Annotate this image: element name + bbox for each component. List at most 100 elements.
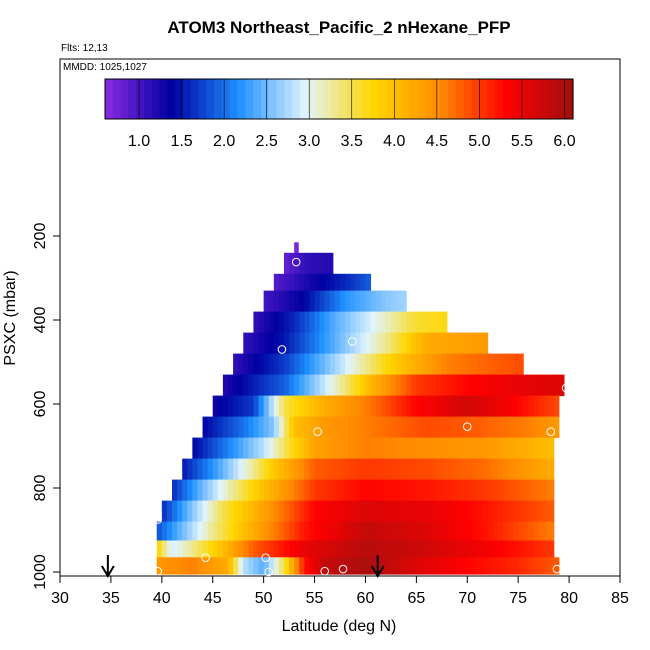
heatmap-cell [441, 311, 448, 334]
heatmap-cell [238, 395, 244, 418]
heatmap-cell [462, 416, 468, 439]
heatmap-cell [212, 521, 219, 541]
heatmap-cell [497, 416, 504, 439]
heatmap-cell [390, 311, 397, 334]
heatmap-cell [477, 395, 484, 418]
heatmap-cell [294, 353, 300, 376]
heatmap-cell [238, 437, 244, 460]
heatmap-cell [314, 500, 321, 523]
colorbar-tick-label: 4.5 [426, 133, 448, 150]
heatmap-cell [212, 557, 219, 575]
heatmap-cell [268, 437, 275, 460]
heatmap-cell [431, 458, 438, 481]
heatmap-cell [253, 437, 260, 460]
heatmap-cell [518, 500, 524, 523]
heatmap-cell [222, 416, 229, 439]
heatmap-cell [390, 353, 397, 376]
heatmap-cell [233, 437, 239, 460]
heatmap-cell [289, 500, 295, 523]
heatmap-cell [217, 521, 224, 541]
heatmap-cell [416, 500, 422, 523]
heatmap-cell [207, 437, 214, 460]
heatmap-cell [329, 521, 336, 541]
heatmap-cell [513, 395, 519, 418]
heatmap-cell [513, 500, 519, 523]
heatmap-cell [319, 353, 326, 376]
heatmap-cell [396, 416, 402, 439]
colorbar-segment [175, 79, 184, 119]
heatmap-cell [350, 500, 356, 523]
heatmap-cell [472, 332, 478, 355]
heatmap-cell [385, 437, 392, 460]
heatmap-cell [350, 458, 356, 481]
heatmap-cell [401, 311, 407, 334]
heatmap-cell [273, 437, 280, 460]
heatmap-cell [319, 540, 326, 558]
heatmap-cell [401, 557, 407, 575]
heatmap-cell [319, 437, 326, 460]
heatmap-cell [457, 557, 463, 575]
heatmap-cell [518, 557, 524, 575]
heatmap-cell [248, 557, 254, 575]
heatmap-cell [380, 374, 387, 397]
heatmap-cell [518, 540, 524, 558]
heatmap-cell [365, 416, 372, 439]
heatmap-cell [406, 353, 412, 376]
heatmap-cell [431, 311, 438, 334]
heatmap-cell [416, 557, 422, 575]
heatmap-cell [467, 500, 473, 523]
heatmap-cell [228, 458, 234, 481]
heatmap-cell [258, 540, 265, 558]
heatmap-cell [467, 540, 473, 558]
heatmap-cell [462, 332, 468, 355]
heatmap-cell [355, 273, 361, 292]
heatmap-cell [421, 479, 428, 502]
heatmap-cell [319, 374, 326, 397]
heatmap-cell [217, 479, 224, 502]
heatmap-cell [452, 540, 458, 558]
heatmap-cell [553, 416, 560, 439]
heatmap-cell [436, 479, 443, 502]
heatmap-cell [294, 557, 300, 575]
heatmap-cell [533, 416, 540, 439]
y-axis-label: PSXC (mbar) [2, 270, 19, 365]
heatmap-cell [482, 395, 489, 418]
heatmap-cell [304, 521, 310, 541]
heatmap-cell [508, 521, 514, 541]
colorbar-segment [144, 79, 153, 119]
heatmap-cell [370, 353, 377, 376]
heatmap-cell [284, 332, 290, 355]
heatmap-cell [365, 521, 372, 541]
heatmap-cell [284, 540, 290, 558]
heatmap-cell [416, 416, 422, 439]
heatmap-cell [207, 500, 214, 523]
heatmap-cell [319, 500, 326, 523]
heatmap-cell [548, 458, 555, 481]
heatmap-cell [177, 500, 183, 523]
heatmap-cell [299, 479, 305, 502]
heatmap-cell [401, 353, 407, 376]
heatmap-cell [243, 500, 249, 523]
heatmap-cell [334, 374, 341, 397]
heatmap-cell [324, 353, 331, 376]
heatmap-cell [329, 311, 336, 334]
colorbar-segment [440, 79, 449, 119]
heatmap-cell [289, 273, 295, 292]
heatmap-cell [467, 416, 473, 439]
heatmap-cell [375, 353, 382, 376]
colorbar-segment [190, 79, 200, 119]
heatmap-cell [334, 416, 341, 439]
heatmap-cell [355, 437, 361, 460]
heatmap-cell [360, 540, 366, 558]
heatmap-cell [350, 374, 356, 397]
heatmap-cell [355, 521, 361, 541]
heatmap-cell [492, 416, 499, 439]
heatmap-cell [436, 332, 443, 355]
heatmap-cell [253, 353, 260, 376]
heatmap-cell [355, 374, 361, 397]
heatmap-cell [197, 540, 204, 558]
heatmap-cell [360, 290, 366, 313]
heatmap-cell [319, 521, 326, 541]
heatmap-cell [324, 395, 331, 418]
heatmap-cell [233, 353, 239, 376]
